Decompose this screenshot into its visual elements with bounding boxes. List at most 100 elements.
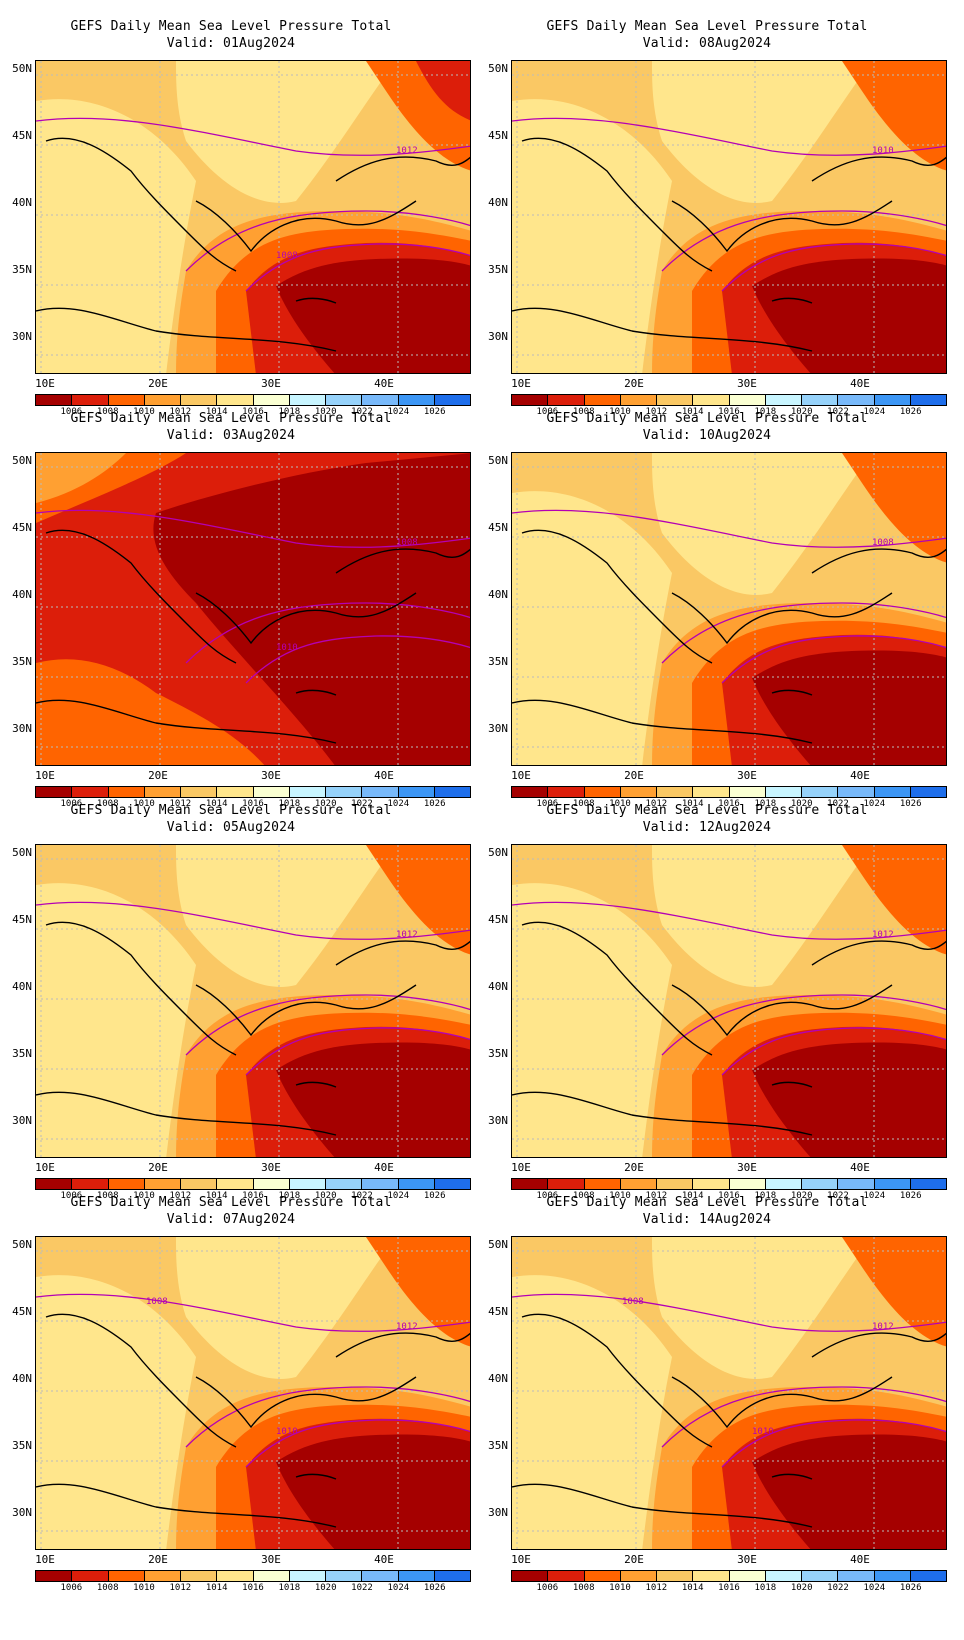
colorbar-label: 1006 xyxy=(60,1583,83,1593)
colorbar-swatch xyxy=(693,1179,730,1189)
isobar-label: 1008 xyxy=(146,1297,168,1307)
isobar xyxy=(185,1386,470,1448)
isobar xyxy=(36,117,470,156)
colorbar-label: 1008 xyxy=(96,1583,119,1593)
colorbar-label: 1020 xyxy=(314,1191,337,1201)
colorbar-label: 1024 xyxy=(387,407,410,417)
isobar xyxy=(512,901,946,940)
colorbar-swatch xyxy=(548,1179,585,1189)
colorbar-swatch xyxy=(217,787,254,797)
colorbar-swatch xyxy=(326,395,363,405)
colorbar-swatch xyxy=(765,787,802,797)
longitude-label: 40E xyxy=(374,1161,394,1174)
latitude-label: 35N xyxy=(488,1047,508,1060)
colorbar-swatch xyxy=(765,395,802,405)
colorbar-swatch xyxy=(765,1571,802,1581)
colorbar xyxy=(511,1570,947,1582)
colorbar-label: 1020 xyxy=(790,1191,813,1201)
colorbar-swatch xyxy=(72,787,109,797)
mslp-panel: GEFS Daily Mean Sea Level Pressure Total… xyxy=(476,798,947,1201)
longitude-label: 30E xyxy=(737,1553,757,1566)
coastline xyxy=(36,529,470,744)
colorbar-swatch xyxy=(548,395,585,405)
pressure-field xyxy=(752,1434,946,1549)
colorbar-swatch xyxy=(181,1571,218,1581)
colorbar-swatch xyxy=(217,1571,254,1581)
colorbar-swatch xyxy=(108,395,145,405)
longitude-label: 40E xyxy=(850,1161,870,1174)
latitude-label: 45N xyxy=(488,129,508,142)
colorbar-swatch xyxy=(512,1571,549,1581)
colorbar-label: 1008 xyxy=(572,407,595,417)
colorbar-label: 1012 xyxy=(169,407,192,417)
longitude-label: 40E xyxy=(374,769,394,782)
colorbar-swatch xyxy=(512,395,549,405)
colorbar-label: 1020 xyxy=(314,799,337,809)
colorbar-swatch xyxy=(36,1179,73,1189)
latitude-label: 40N xyxy=(12,1372,32,1385)
colorbar-label: 1016 xyxy=(718,1191,740,1201)
colorbar-swatch xyxy=(362,787,399,797)
colorbar-swatch xyxy=(584,787,621,797)
colorbar-label: 1010 xyxy=(609,407,631,417)
valid-date: Valid: 10Aug2024 xyxy=(642,428,772,443)
colorbar-label: 1006 xyxy=(60,799,83,809)
isobar xyxy=(512,117,946,156)
colorbar-label: 1018 xyxy=(754,407,777,417)
mslp-panel: GEFS Daily Mean Sea Level Pressure Total… xyxy=(0,406,471,809)
colorbar-label: 1016 xyxy=(718,799,740,809)
colorbar-swatch xyxy=(729,787,766,797)
valid-date: Valid: 12Aug2024 xyxy=(642,820,772,835)
colorbar-label: 1014 xyxy=(205,407,228,417)
longitude-label: 40E xyxy=(374,377,394,390)
colorbar-label: 1010 xyxy=(133,1583,155,1593)
colorbar-label: 1022 xyxy=(827,799,849,809)
isobar xyxy=(185,994,470,1056)
pressure-map: 1012 1010 1008 xyxy=(35,1236,471,1550)
pressure-field xyxy=(276,1042,470,1157)
pressure-map: 1012 1008 xyxy=(35,60,471,374)
colorbar-label: 1006 xyxy=(60,1191,83,1201)
latitude-label: 30N xyxy=(12,1114,32,1127)
isobar xyxy=(36,901,470,940)
colorbar-label: 1026 xyxy=(899,799,922,809)
colorbar-swatch xyxy=(765,1179,802,1189)
isobar-label: 1012 xyxy=(396,930,418,940)
colorbar-swatch xyxy=(512,1179,549,1189)
colorbar-swatch xyxy=(874,395,911,405)
longitude-label: 10E xyxy=(35,769,55,782)
longitude-label: 10E xyxy=(35,377,55,390)
pressure-field xyxy=(276,258,470,373)
colorbar-swatch xyxy=(72,1571,109,1581)
colorbar-label: 1020 xyxy=(790,799,813,809)
colorbar-swatch xyxy=(434,787,470,797)
colorbar xyxy=(511,394,947,406)
colorbar-swatch xyxy=(548,787,585,797)
latitude-label: 45N xyxy=(12,129,32,142)
colorbar xyxy=(35,1570,471,1582)
colorbar-swatch xyxy=(620,1571,657,1581)
colorbar-label: 1018 xyxy=(754,1583,777,1593)
longitude-label: 10E xyxy=(35,1553,55,1566)
colorbar-label: 1006 xyxy=(60,407,83,417)
longitude-label: 30E xyxy=(261,1553,281,1566)
colorbar-label: 1008 xyxy=(96,407,119,417)
colorbar-label: 1008 xyxy=(96,1191,119,1201)
pressure-field xyxy=(512,1275,672,1549)
colorbar-swatch xyxy=(217,1179,254,1189)
colorbar-label: 1006 xyxy=(536,1583,559,1593)
colorbar-label: 1024 xyxy=(863,407,886,417)
colorbar-swatch xyxy=(289,1179,326,1189)
isobar xyxy=(721,1419,946,1468)
colorbar-label: 1018 xyxy=(278,1191,301,1201)
longitude-label: 20E xyxy=(148,1553,168,1566)
longitude-label: 40E xyxy=(850,1553,870,1566)
longitude-label: 40E xyxy=(850,377,870,390)
pressure-field xyxy=(842,845,946,955)
colorbar-label: 1008 xyxy=(572,1191,595,1201)
longitude-label: 10E xyxy=(511,1161,531,1174)
colorbar-label: 1010 xyxy=(133,1191,155,1201)
colorbar-swatch xyxy=(398,1571,435,1581)
colorbar-swatch xyxy=(326,1179,363,1189)
colorbar-swatch xyxy=(874,1571,911,1581)
